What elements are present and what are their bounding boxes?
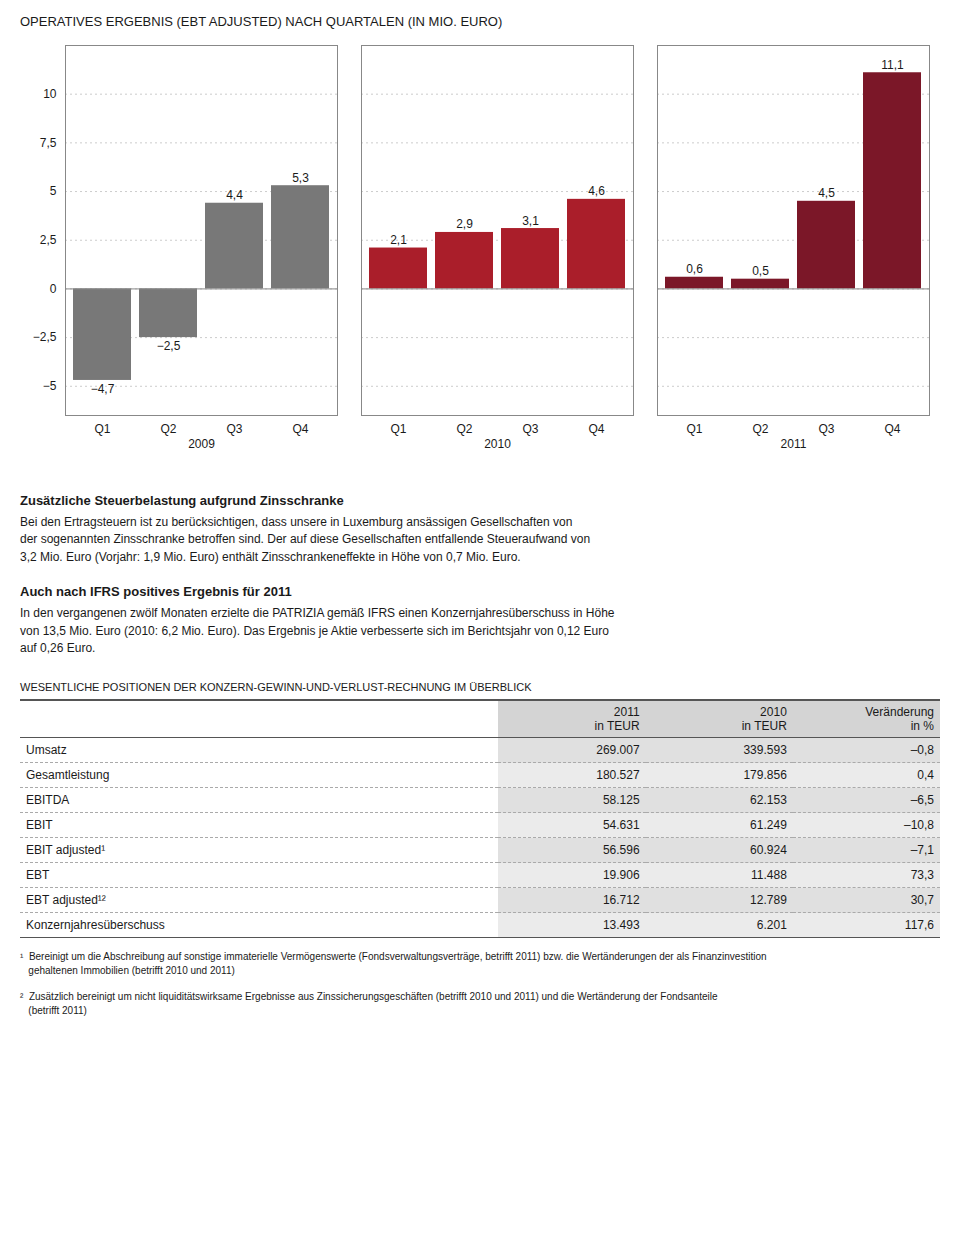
html-text:339.593: 339.593 [743,743,787,758]
svg-text:0: 0 [50,282,57,296]
html-text:–0,8: –0,8 [910,743,934,758]
html-text:117,6: 117,6 [904,918,934,933]
html-text:EBITDA: EBITDA [26,793,70,808]
html-text:2011 in TEUR: 2011 in TEUR [594,705,640,734]
svg-text:−2,5: −2,5 [157,339,181,353]
svg-text:7,5: 7,5 [40,136,57,150]
svg-text:5: 5 [50,184,57,198]
html-text:EBIT: EBIT [26,818,53,833]
svg-text:2,5: 2,5 [40,233,57,247]
html-text:WESENTLICHE POSITIONEN DER KON: WESENTLICHE POSITIONEN DER KONZERN-GEWIN… [20,681,532,694]
html-text:Zusätzliche Steuerbelastung au: Zusätzliche Steuerbelastung aufgrund Zin… [20,493,344,508]
html-text:179.856: 179.856 [743,768,787,783]
html-text:2010 in TEUR: 2010 in TEUR [741,705,787,734]
html-text:16.712: 16.712 [602,893,640,908]
html-text:Bei den Ertragsteuern ist zu b: Bei den Ertragsteuern ist zu berücksicht… [20,515,591,564]
svg-text:Q4: Q4 [884,422,900,436]
html-text:–6,5: –6,5 [910,793,934,808]
html-text:EBIT adjusted¹: EBIT adjusted¹ [26,843,106,858]
svg-text:2010: 2010 [484,437,511,451]
html-text:180.527: 180.527 [596,768,640,783]
svg-text:−2,5: −2,5 [33,330,57,344]
svg-text:Q4: Q4 [292,422,308,436]
svg-text:2009: 2009 [188,437,215,451]
svg-text:Q2: Q2 [456,422,472,436]
svg-text:11,1: 11,1 [881,58,904,72]
html-text:Umsatz: Umsatz [26,743,67,758]
svg-text:10: 10 [43,87,57,101]
svg-text:Q2: Q2 [752,422,768,436]
svg-text:2011: 2011 [781,437,807,451]
html-text:61.249: 61.249 [750,818,787,833]
html-text:¹ Bereinigt um die Abschreibun: ¹ Bereinigt um die Abschreibung auf sons… [20,951,767,977]
html-text:0,4: 0,4 [917,768,934,783]
html-text:6.201: 6.201 [756,918,787,933]
html-text:EBT: EBT [26,868,50,883]
svg-text:Q3: Q3 [226,422,242,436]
html-text:269.007: 269.007 [596,743,640,758]
html-text:30,7: 30,7 [910,893,934,908]
svg-text:Q2: Q2 [160,422,176,436]
svg-text:2,1: 2,1 [390,233,407,247]
svg-text:Q3: Q3 [522,422,538,436]
html-text:19.906: 19.906 [602,868,640,883]
html-text:54.631: 54.631 [602,818,640,833]
svg-text:Q3: Q3 [818,422,834,436]
html-text:58.125: 58.125 [602,793,640,808]
html-text:Konzernjahresüberschuss: Konzernjahresüberschuss [26,918,165,933]
html-text:Auch nach IFRS positives Ergeb: Auch nach IFRS positives Ergebnis für 20… [20,584,292,600]
html-text:11.488: 11.488 [751,868,787,883]
html-text:13.493: 13.493 [602,918,640,933]
svg-text:0,5: 0,5 [752,264,769,278]
svg-text:−4,7: −4,7 [91,382,115,396]
html-text:60.924: 60.924 [750,843,787,858]
svg-text:Q1: Q1 [686,422,702,436]
html-text:Veränderung in %: Veränderung in % [865,705,934,734]
html-text:In den vergangenen zwölf Monat: In den vergangenen zwölf Monaten erzielt… [20,606,615,655]
html-text:–7,1: –7,1 [910,843,934,858]
svg-text:5,3: 5,3 [292,171,309,185]
svg-text:−5: −5 [43,379,57,393]
html-text:OPERATIVES ERGEBNIS (EBT ADJUS: OPERATIVES ERGEBNIS (EBT ADJUSTED) NACH … [20,14,503,29]
svg-text:Q1: Q1 [94,422,110,436]
svg-text:Q1: Q1 [390,422,406,436]
html-text:–10,8: –10,8 [904,818,934,833]
svg-text:3,1: 3,1 [522,214,539,228]
html-text:EBT adjusted¹²: EBT adjusted¹² [26,893,106,908]
html-text:62.153: 62.153 [750,793,787,808]
svg-text:0,6: 0,6 [686,262,703,276]
html-text:Gesamtleistung: Gesamtleistung [26,768,110,783]
html-text:56.596: 56.596 [602,843,640,858]
html-text:73,3: 73,3 [910,868,934,883]
svg-text:4,4: 4,4 [226,188,243,202]
svg-text:2,9: 2,9 [456,217,473,231]
html-text:12.789: 12.789 [750,893,787,908]
svg-text:4,6: 4,6 [588,184,605,198]
svg-text:Q4: Q4 [588,422,604,436]
html-text:² Zusätzlich bereinigt um nich: ² Zusätzlich bereinigt um nicht liquidit… [20,991,718,1017]
svg-text:4,5: 4,5 [818,186,835,200]
